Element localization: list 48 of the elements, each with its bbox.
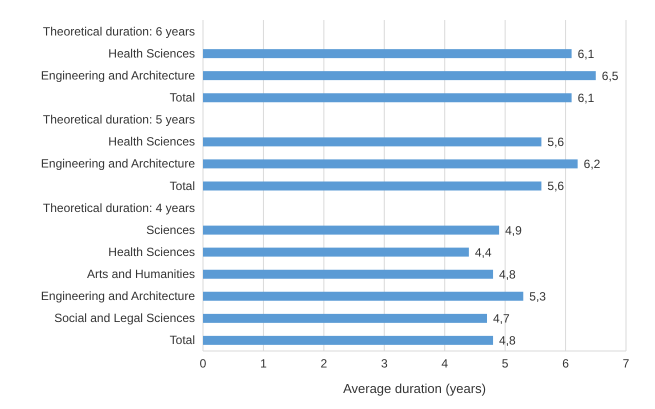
bar <box>203 137 542 146</box>
x-tick-label: 2 <box>320 356 328 371</box>
x-tick-label: 1 <box>260 356 268 371</box>
data-label: 4,8 <box>499 334 516 348</box>
y-tick-label: Health Sciences <box>108 46 195 60</box>
data-label: 4,9 <box>505 223 522 238</box>
y-tick-label: Health Sciences <box>108 244 195 259</box>
bar <box>203 270 494 279</box>
bar <box>203 71 596 80</box>
x-tick-label: 3 <box>380 356 388 371</box>
data-label: 6,1 <box>578 46 595 61</box>
x-tick-label: 6 <box>562 356 570 371</box>
bar <box>203 226 500 235</box>
bar <box>203 49 572 58</box>
bar <box>203 159 578 168</box>
data-label: 5,6 <box>547 179 564 194</box>
data-label: 4,7 <box>493 312 510 326</box>
y-tick-label: Total <box>170 90 195 104</box>
y-tick-label: Engineering and Architecture <box>40 289 196 304</box>
y-tick-label: Theoretical duration: 6 years <box>42 24 195 38</box>
x-tick-label: 7 <box>622 356 630 371</box>
y-tick-label: Total <box>170 178 195 193</box>
x-tick-label: 4 <box>441 356 448 371</box>
data-label: 6,5 <box>602 68 619 83</box>
y-tick-label: Total <box>170 333 195 348</box>
data-label: 5,3 <box>529 290 546 304</box>
y-tick-label: Engineering and Architecture <box>40 68 196 82</box>
x-axis-title: Average duration (years) <box>343 381 486 396</box>
data-label: 6,2 <box>584 157 601 172</box>
y-tick-label: Theoretical duration: 5 years <box>42 112 195 127</box>
y-tick-label: Social and Legal Sciences <box>54 311 195 326</box>
y-tick-label: Theoretical duration: 4 years <box>42 200 195 215</box>
bar <box>203 248 469 257</box>
data-label: 5,6 <box>547 135 564 150</box>
data-label: 4,4 <box>474 245 492 260</box>
y-tick-label: Health Sciences <box>108 134 195 149</box>
y-tick-label: Arts and Humanities <box>86 267 195 282</box>
y-tick-label: Sciences <box>146 222 195 237</box>
data-label: 4,8 <box>499 267 516 282</box>
bar <box>203 292 524 301</box>
x-tick-label: 0 <box>200 356 207 371</box>
bar <box>203 336 494 345</box>
data-label: 6,1 <box>578 90 595 105</box>
x-tick-label: 5 <box>502 356 509 371</box>
bar <box>203 181 542 190</box>
bar <box>203 93 572 102</box>
y-tick-label: Engineering and Architecture <box>40 156 196 171</box>
bar <box>203 314 488 323</box>
